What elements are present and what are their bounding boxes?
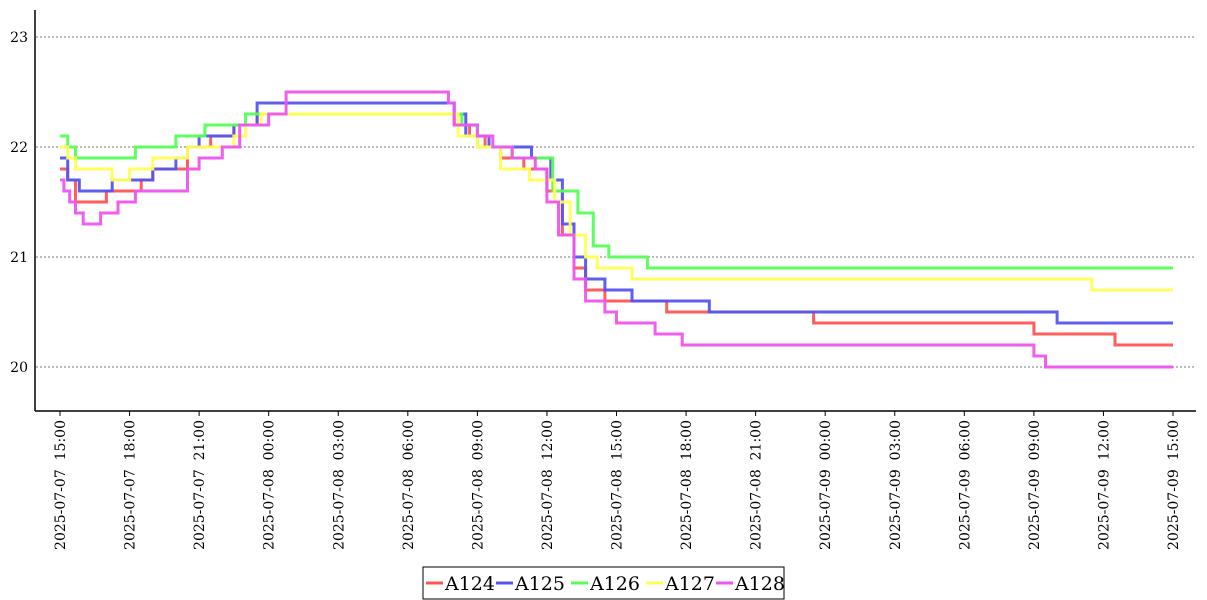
series-lines	[60, 90, 1173, 369]
series-line-a127	[60, 112, 1173, 292]
x-tick-label: 2025-07-09 06:00	[957, 420, 973, 550]
x-tick-label: 2025-07-08 12:00	[540, 420, 556, 550]
x-tick-label: 2025-07-07 15:00	[53, 420, 69, 550]
y-tick-label: 20	[10, 360, 28, 376]
series-line-a124	[60, 112, 1173, 347]
legend: A124 A125 A126 A127 A128	[422, 566, 785, 600]
legend-label-a124: A124	[444, 573, 495, 595]
x-tick-label: 2025-07-07 18:00	[123, 420, 139, 550]
y-tick-labels: 20 21 22 23	[10, 30, 28, 376]
y-tick-label: 21	[10, 250, 28, 266]
x-tick-label: 2025-07-07 21:00	[192, 420, 208, 550]
series-line-a128	[60, 90, 1173, 369]
y-tick-label: 23	[10, 30, 28, 46]
x-tick-label: 2025-07-08 15:00	[610, 420, 626, 550]
x-tick-label: 2025-07-09 03:00	[888, 420, 904, 550]
x-tick-label: 2025-07-09 12:00	[1096, 420, 1112, 550]
x-tick-label: 2025-07-09 15:00	[1166, 420, 1182, 550]
legend-label-a127: A127	[664, 573, 715, 595]
x-tick-label: 2025-07-08 03:00	[331, 420, 347, 550]
x-tick-label: 2025-07-09 09:00	[1027, 420, 1043, 550]
x-tick-label: 2025-07-08 18:00	[679, 420, 695, 550]
legend-label-a125: A125	[514, 573, 565, 595]
legend-label-a126: A126	[589, 573, 640, 595]
x-tick-labels: 2025-07-07 15:00 2025-07-07 18:00 2025-07-…	[53, 411, 1182, 550]
x-tick-label: 2025-07-08 00:00	[262, 420, 278, 550]
axes	[34, 10, 1196, 412]
series-line-a125	[60, 101, 1173, 325]
legend-label-a128: A128	[734, 573, 785, 595]
x-tick-label: 2025-07-08 09:00	[470, 420, 486, 550]
x-tick-label: 2025-07-08 06:00	[401, 420, 417, 550]
x-tick-label: 2025-07-09 00:00	[818, 420, 834, 550]
y-tick-label: 22	[10, 140, 28, 156]
x-tick-label: 2025-07-08 21:00	[749, 420, 765, 550]
